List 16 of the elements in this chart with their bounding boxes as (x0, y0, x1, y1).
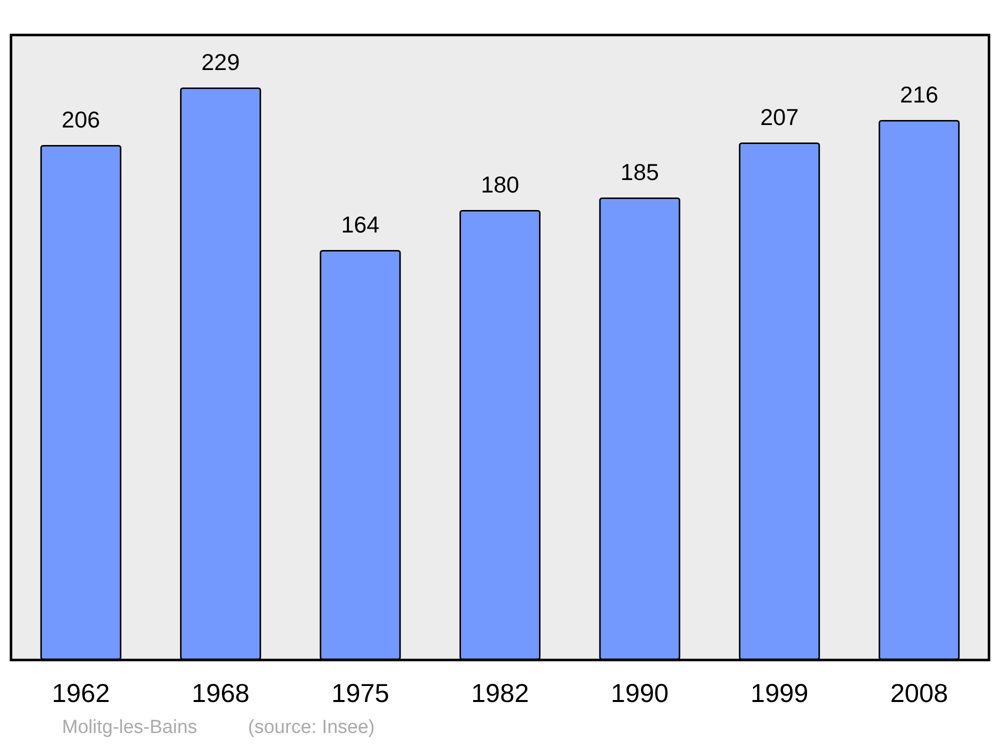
text: (source: Insee) (248, 717, 375, 738)
x-tick-label: 2008 (890, 678, 948, 708)
data-label: 164 (341, 212, 380, 238)
x-tick-label: 1999 (750, 678, 808, 708)
x-tick-label: 1962 (52, 678, 110, 708)
x-tick-label: 1975 (331, 678, 390, 708)
x-tick-label: 1968 (192, 678, 250, 708)
data-label: 180 (480, 172, 520, 198)
data-label: 229 (201, 49, 240, 75)
x-tick-label: 1982 (471, 678, 529, 708)
data-label: 216 (900, 82, 938, 108)
data-label: 185 (620, 159, 659, 185)
data-label: 206 (62, 106, 100, 132)
data-label: 207 (760, 104, 799, 130)
text: Molitg-les-Bains (62, 717, 198, 738)
x-tick-label: 1990 (610, 678, 669, 708)
